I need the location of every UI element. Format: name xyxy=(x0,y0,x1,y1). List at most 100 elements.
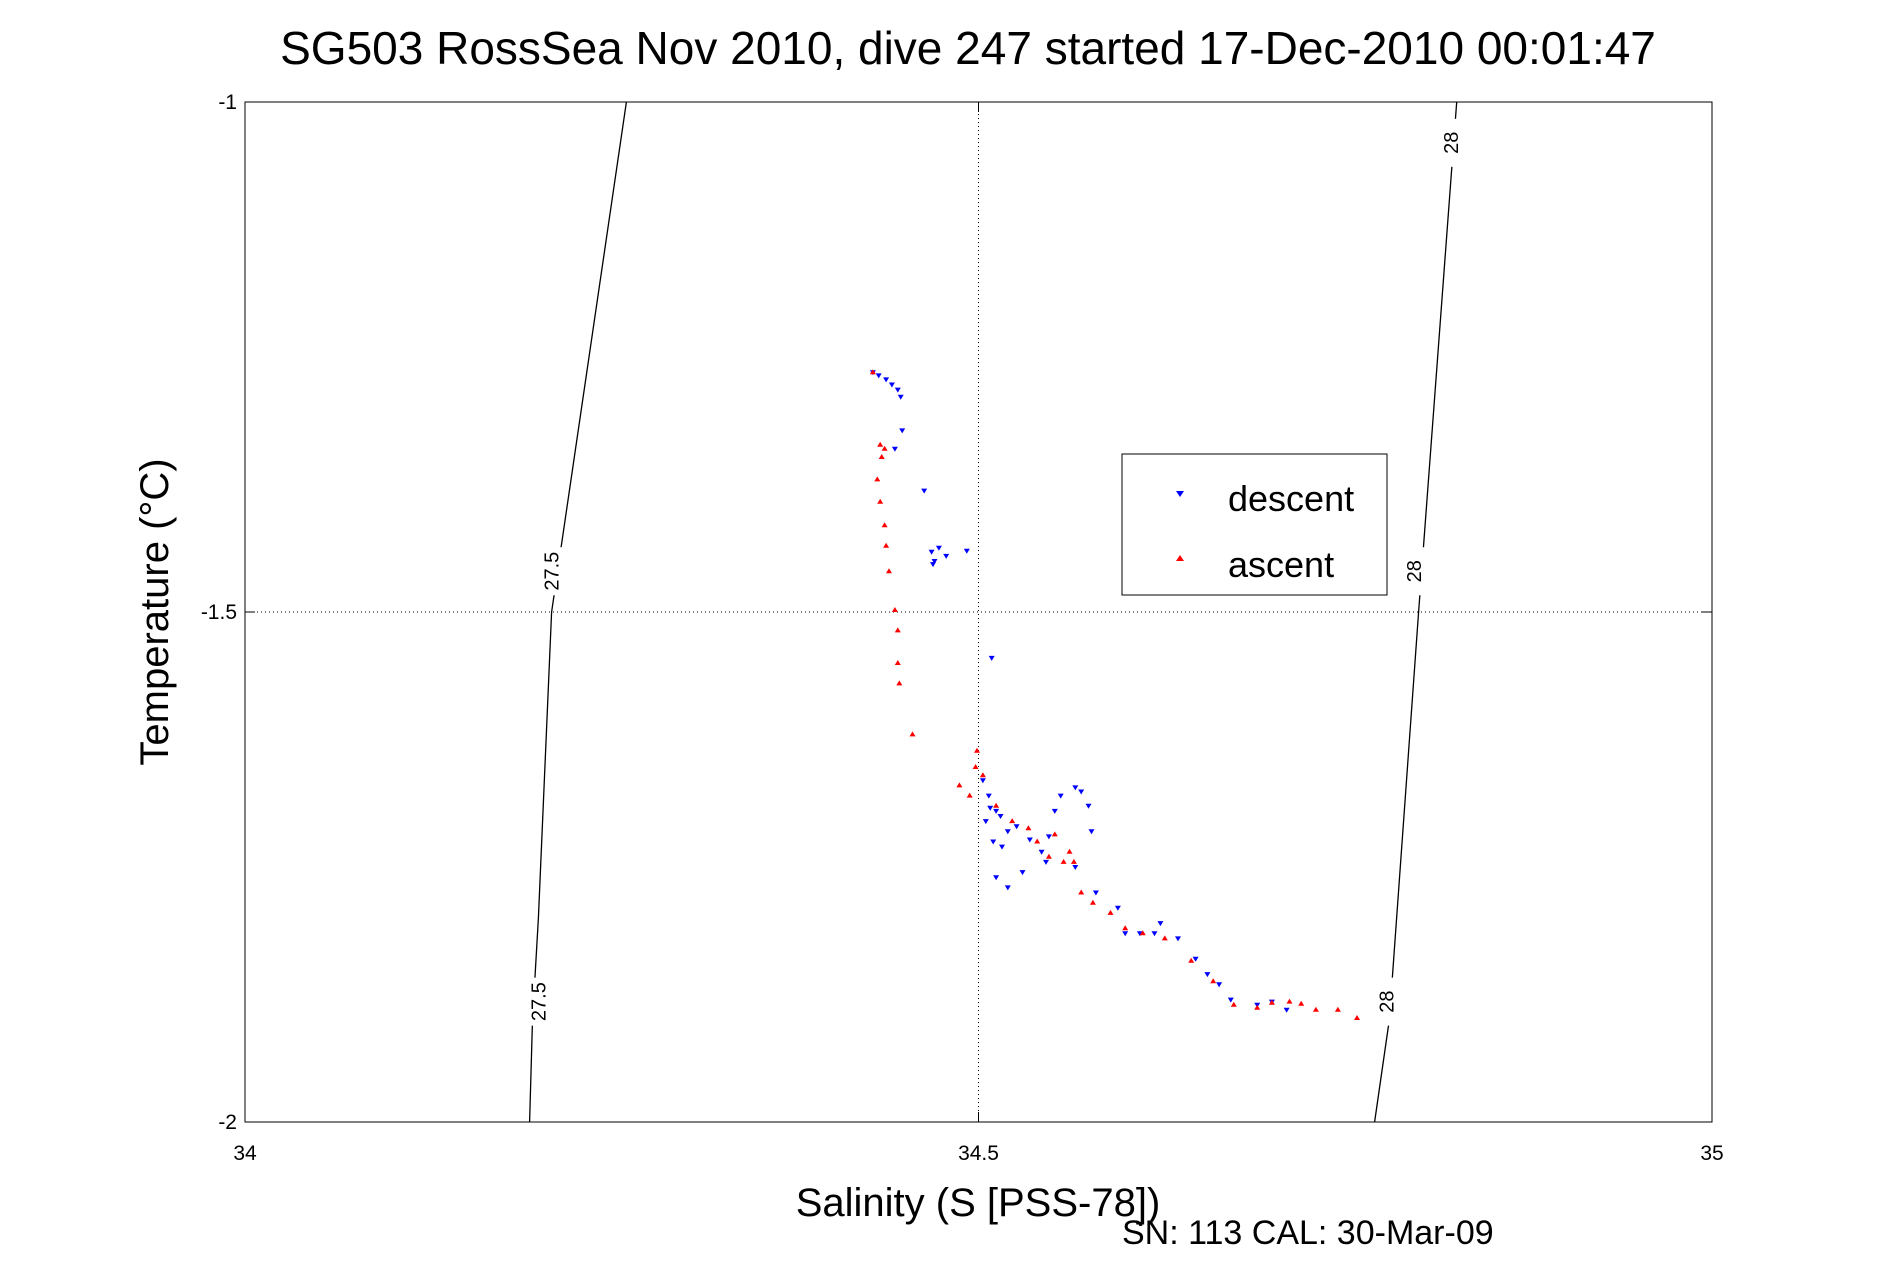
descent-point xyxy=(1283,1007,1290,1013)
ascent-point xyxy=(1334,1006,1341,1012)
ascent-point xyxy=(1009,818,1016,824)
ascent-point xyxy=(883,542,890,548)
descent-point xyxy=(993,875,1000,881)
contour-label: 28 xyxy=(1376,991,1398,1013)
legend-box xyxy=(1121,453,1388,596)
descent-point xyxy=(987,805,994,811)
descent-point xyxy=(1038,849,1045,855)
ascent-point xyxy=(1298,1000,1305,1006)
descent-point xyxy=(1157,921,1164,927)
ascent-point xyxy=(878,454,885,459)
ascent-point xyxy=(974,747,980,753)
ascent-point xyxy=(1089,899,1096,905)
isopycnal-line xyxy=(528,101,628,1123)
descent-point xyxy=(1051,808,1058,814)
ascent-point xyxy=(1025,825,1032,831)
descent-point xyxy=(875,373,882,379)
contour-label: 27.5 xyxy=(542,552,564,591)
ascent-point xyxy=(1070,858,1077,864)
ascent-point xyxy=(1254,1004,1261,1010)
footnote: SN: 113 CAL: 30-Mar-09 xyxy=(1122,1214,1494,1252)
series-ascent xyxy=(869,369,1360,1020)
ascent-point xyxy=(877,498,884,504)
ascent-point xyxy=(1230,1001,1237,1007)
descent-point xyxy=(1057,793,1064,799)
descent-point xyxy=(1043,859,1049,865)
ascent-point xyxy=(894,627,901,633)
descent-point xyxy=(935,545,942,551)
ascent-point xyxy=(1122,925,1129,931)
plot-area: 27.5 27.5 28 28 28 34 34.5 35 -1 -1.5 -2 xyxy=(201,91,1724,1165)
ascent-point xyxy=(894,660,901,665)
ascent-point xyxy=(1034,838,1041,844)
ascent-point xyxy=(909,731,916,737)
descent-point xyxy=(1072,785,1079,791)
descent-point xyxy=(1004,829,1011,835)
ascent-point xyxy=(1268,999,1275,1005)
ascent-point xyxy=(881,522,888,528)
ascent-point xyxy=(1051,831,1058,837)
descent-point xyxy=(1013,824,1020,830)
ascent-point xyxy=(891,607,898,612)
ascent-point xyxy=(1286,998,1293,1004)
descent-point xyxy=(1151,931,1158,937)
descent-point xyxy=(931,559,938,564)
descent-point xyxy=(894,387,901,393)
descent-point xyxy=(1085,803,1092,809)
contour-label-bg xyxy=(539,547,564,596)
ascent-point xyxy=(1354,1015,1360,1020)
descent-point xyxy=(1227,997,1234,1003)
descent-point xyxy=(883,377,890,383)
descent-point xyxy=(1216,982,1223,988)
ascent-point xyxy=(886,568,892,574)
ascent-point xyxy=(966,792,973,798)
ascent-point xyxy=(972,764,979,769)
ascent-point xyxy=(993,802,1000,808)
series-descent xyxy=(869,370,1290,1013)
ascent-point xyxy=(1161,935,1168,941)
descent-point xyxy=(888,382,895,388)
descent-point xyxy=(1175,936,1181,942)
contour-label-bg xyxy=(1402,547,1427,596)
ascent-point xyxy=(1210,978,1217,984)
ascent-point xyxy=(1045,853,1052,859)
descent-point xyxy=(963,548,970,554)
contour-label: 27.5 xyxy=(528,982,550,1021)
ascent-point xyxy=(1188,957,1195,963)
x-tick-label: 34.5 xyxy=(958,1142,999,1165)
legend-ascent-label: ascent xyxy=(1228,544,1334,585)
ascent-point xyxy=(877,441,884,447)
descent-point xyxy=(1078,789,1085,795)
descent-point xyxy=(1019,870,1026,876)
legend: descent ascent xyxy=(1121,453,1388,596)
descent-point xyxy=(988,655,995,661)
ascent-point xyxy=(869,369,876,375)
descent-point xyxy=(921,488,928,494)
ascent-point xyxy=(1060,858,1067,864)
descent-point xyxy=(943,553,950,559)
descent-point xyxy=(1072,865,1079,870)
legend-descent-marker xyxy=(1176,491,1184,497)
ticks: 34 34.5 35 -1 -1.5 -2 xyxy=(201,91,1724,1165)
contour-label-bg xyxy=(1438,118,1463,167)
descent-point xyxy=(990,839,997,845)
descent-point xyxy=(999,844,1005,850)
descent-point xyxy=(1004,885,1011,891)
descent-point xyxy=(897,394,904,400)
chart-title: SG503 RossSea Nov 2010, dive 247 started… xyxy=(280,22,1656,74)
descent-point xyxy=(1088,829,1095,835)
descent-point xyxy=(993,808,1000,814)
y-axis-label: Temperature (°C) xyxy=(133,458,177,765)
ascent-point xyxy=(1312,1006,1319,1012)
ascent-point xyxy=(881,445,888,451)
isopycnal-line xyxy=(1373,101,1458,1123)
descent-point xyxy=(1122,931,1129,937)
ascent-point xyxy=(1078,889,1085,895)
descent-point xyxy=(997,814,1004,819)
y-tick-label: -1.5 xyxy=(201,601,237,624)
ascent-point xyxy=(1139,930,1146,936)
descent-point xyxy=(1192,956,1199,962)
ascent-point xyxy=(956,782,963,788)
legend-ascent-marker xyxy=(1176,555,1184,561)
contour-label: 28 xyxy=(1441,132,1463,154)
